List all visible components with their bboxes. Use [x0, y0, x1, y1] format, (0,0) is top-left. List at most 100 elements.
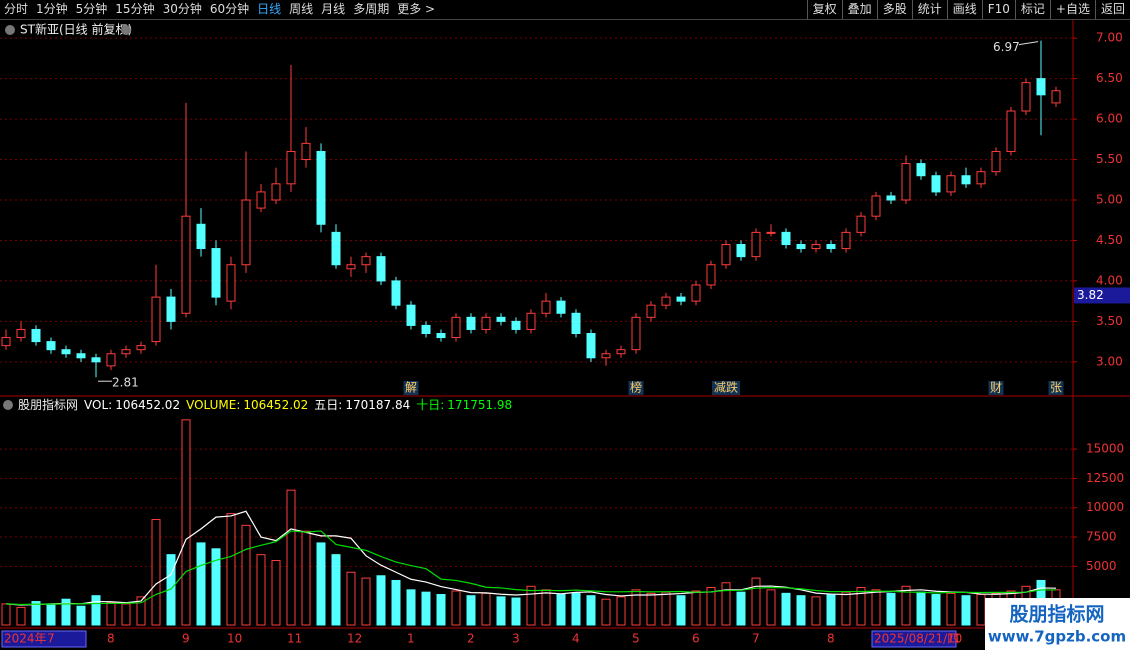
y-tick-label: 5.50 [1096, 152, 1123, 166]
x-tick-label: 10 [227, 632, 242, 646]
candle-body [226, 264, 236, 302]
candle-body [991, 150, 1001, 173]
candle-body [961, 175, 971, 185]
period-tab[interactable]: 60分钟 [209, 2, 250, 16]
period-tab[interactable]: 周线 [289, 2, 314, 16]
volume-bar [406, 589, 416, 626]
candle-body [661, 296, 671, 306]
period-tab[interactable]: 分时 [4, 2, 29, 16]
watermark-url: www.7gpzb.com [988, 628, 1126, 646]
candle-body [481, 316, 491, 330]
candle-body [571, 312, 581, 335]
volume-bar [16, 606, 26, 626]
tool-button[interactable]: 复权 [806, 0, 842, 19]
tool-button[interactable]: 标记 [1014, 0, 1050, 19]
tool-button[interactable]: +自选 [1049, 0, 1095, 19]
x-tick-label: 2 [467, 632, 475, 646]
candle-body [601, 353, 611, 359]
candle-body [871, 195, 881, 217]
legend-value: 171751.98 [447, 398, 512, 412]
candle-body [676, 296, 686, 302]
panel-title-text: 股朋指标网 [18, 397, 78, 412]
volume-bar [571, 592, 581, 626]
candle-body [946, 175, 956, 193]
legend-value: 106452.02 [243, 398, 308, 412]
legend-name: VOL: [84, 398, 112, 412]
candle-body [271, 183, 281, 201]
volume-bar [526, 585, 536, 626]
volume-bar [796, 595, 806, 626]
candle-body [166, 296, 176, 322]
ma-line [5, 530, 1056, 606]
x-tick-label: 5 [632, 632, 640, 646]
period-tab[interactable]: 日线 [257, 2, 282, 16]
candle-body [931, 175, 941, 193]
period-tab[interactable]: 15分钟 [115, 2, 155, 16]
candle-body [646, 304, 656, 318]
tool-button[interactable]: F10 [981, 0, 1015, 19]
tool-button[interactable]: 返回 [1094, 0, 1130, 19]
period-tab[interactable]: 多周期 [353, 2, 390, 16]
volume-bar [886, 592, 896, 626]
candle-body [766, 231, 776, 234]
volume-bar [736, 591, 746, 626]
candle-body [256, 191, 266, 209]
candle-body [196, 223, 206, 250]
candle-body [811, 244, 821, 250]
event-box [1048, 381, 1064, 395]
title-icon [5, 25, 15, 35]
candle-body [1036, 78, 1046, 96]
volume-bar [841, 591, 851, 626]
legend-value: 106452.02 [115, 398, 180, 412]
tool-buttons: 复权 叠加 多股 统计 画线 F10 标记 +自选 返回 [806, 0, 1130, 19]
event-box [403, 381, 419, 395]
tool-button[interactable]: 统计 [911, 0, 947, 19]
candle-body [826, 244, 836, 250]
candle-body [586, 333, 596, 359]
x-tick-label: 7 [752, 632, 760, 646]
ma-line [5, 510, 1057, 606]
tool-button[interactable]: 叠加 [841, 0, 877, 19]
volume-bar [466, 595, 476, 626]
y-tick-label: 3.00 [1096, 354, 1123, 368]
legend-value: 170187.84 [345, 398, 410, 412]
volume-bar [931, 594, 941, 626]
y-tick-label: 3.50 [1096, 314, 1123, 328]
x-tick-label: 12 [347, 632, 362, 646]
candle-body [1021, 82, 1031, 112]
event-label: 解 [405, 381, 417, 395]
volume-bar [901, 585, 911, 626]
period-tab[interactable]: 月线 [321, 2, 346, 16]
x-tick-label: 8 [107, 632, 115, 646]
tool-button[interactable]: 多股 [876, 0, 912, 19]
y-tick-label: 12500 [1086, 471, 1124, 485]
candle-body [61, 349, 71, 355]
x-tick-label: 10 [947, 632, 962, 646]
y-tick-label: 6.00 [1096, 112, 1123, 126]
volume-bar [661, 591, 671, 626]
x-tick-label: 6 [692, 632, 700, 646]
candle-body [796, 244, 806, 250]
volume-bar [286, 489, 296, 626]
candle-body [751, 231, 761, 258]
volume-bar [136, 596, 146, 626]
volume-bar [31, 601, 41, 626]
period-tab[interactable]: 5分钟 [75, 2, 108, 16]
candle-body [841, 231, 851, 250]
chart-title: ST新亚(日线 前复权) [20, 22, 132, 37]
x-tick-label: 2025/08/21/四 [874, 632, 959, 646]
volume-bar [226, 513, 236, 626]
candle-body [16, 328, 26, 339]
volume-bar [301, 530, 311, 626]
watermark-title: 股朋指标网 [1009, 604, 1104, 626]
volume-bar [751, 577, 761, 626]
volume-bar [721, 582, 731, 626]
period-tab[interactable]: 30分钟 [162, 2, 202, 16]
period-tab[interactable]: 更多 > [397, 2, 436, 16]
tool-button[interactable]: 画线 [946, 0, 982, 19]
price-marker-label: 3.82 [1077, 288, 1104, 302]
candle-body [91, 357, 101, 363]
period-tab[interactable]: 1分钟 [36, 2, 68, 16]
